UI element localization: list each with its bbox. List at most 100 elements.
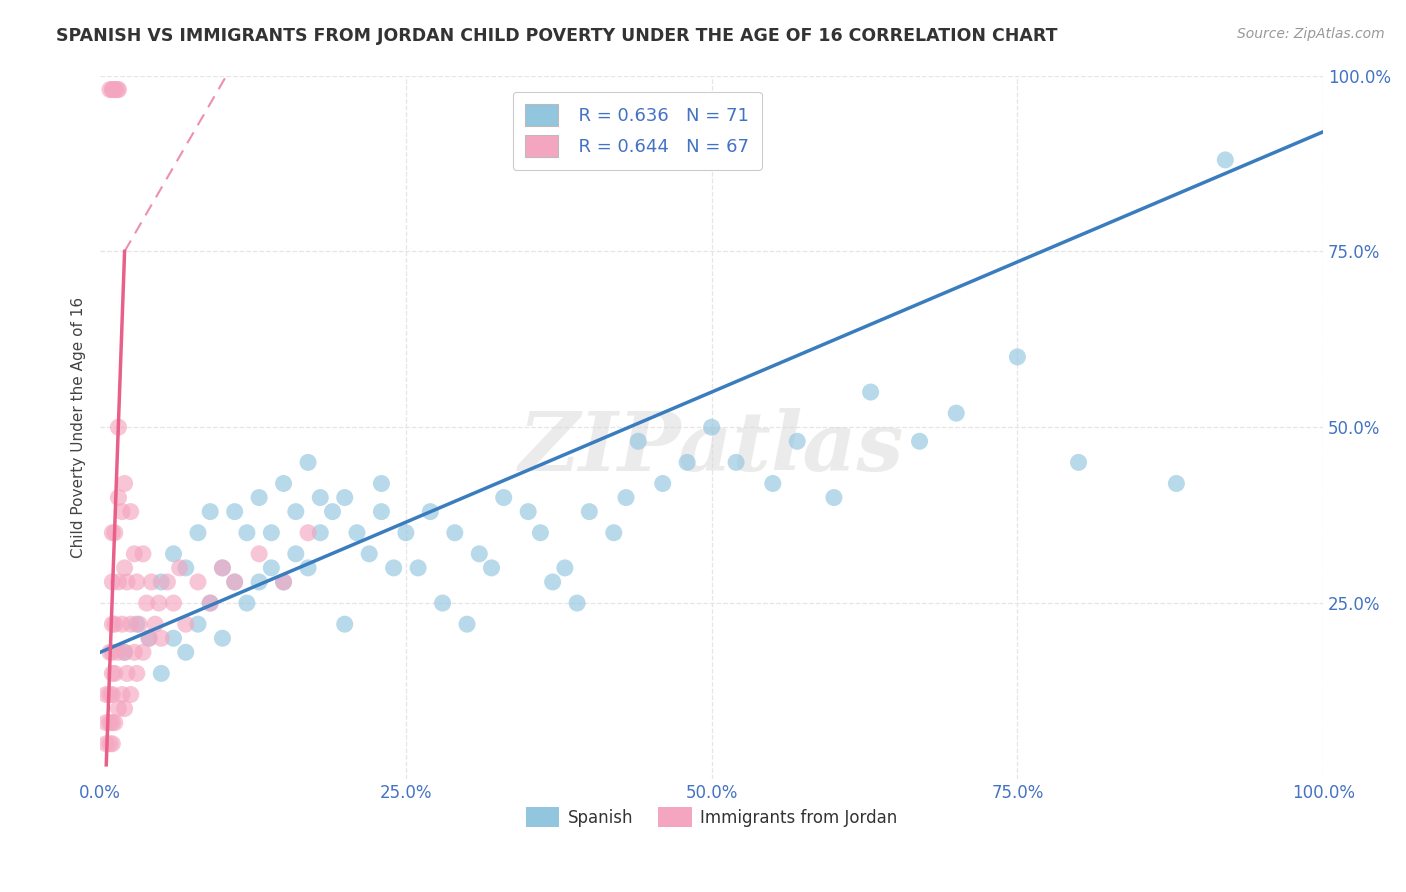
Point bbox=[247, 547, 270, 561]
Point bbox=[200, 596, 222, 610]
Point bbox=[114, 476, 136, 491]
Point bbox=[104, 82, 127, 96]
Point bbox=[200, 596, 222, 610]
Point bbox=[700, 420, 723, 434]
Point bbox=[162, 632, 184, 646]
Point bbox=[565, 596, 588, 610]
Point bbox=[200, 505, 222, 519]
Point bbox=[432, 596, 454, 610]
Point bbox=[120, 688, 142, 702]
Point bbox=[98, 737, 121, 751]
Point bbox=[104, 82, 127, 96]
Point bbox=[945, 406, 967, 420]
Point bbox=[260, 561, 283, 575]
Point bbox=[111, 505, 134, 519]
Point bbox=[786, 434, 808, 449]
Point bbox=[541, 574, 564, 589]
Point bbox=[284, 547, 307, 561]
Point bbox=[124, 645, 146, 659]
Point bbox=[273, 574, 295, 589]
Point bbox=[443, 525, 465, 540]
Point bbox=[120, 505, 142, 519]
Point bbox=[187, 574, 209, 589]
Point bbox=[125, 574, 148, 589]
Point bbox=[346, 525, 368, 540]
Point bbox=[627, 434, 650, 449]
Point bbox=[529, 525, 551, 540]
Point bbox=[115, 666, 138, 681]
Point bbox=[96, 688, 118, 702]
Point bbox=[187, 525, 209, 540]
Point bbox=[1067, 455, 1090, 469]
Point bbox=[107, 701, 129, 715]
Point bbox=[297, 525, 319, 540]
Point bbox=[309, 525, 332, 540]
Point bbox=[128, 617, 150, 632]
Legend: Spanish, Immigrants from Jordan: Spanish, Immigrants from Jordan bbox=[519, 800, 904, 834]
Point bbox=[247, 491, 270, 505]
Point bbox=[260, 525, 283, 540]
Point bbox=[481, 561, 503, 575]
Point bbox=[132, 547, 155, 561]
Point bbox=[382, 561, 405, 575]
Text: Source: ZipAtlas.com: Source: ZipAtlas.com bbox=[1237, 27, 1385, 41]
Point bbox=[1166, 476, 1188, 491]
Point bbox=[98, 645, 121, 659]
Point bbox=[468, 547, 491, 561]
Point bbox=[96, 737, 118, 751]
Point bbox=[333, 617, 356, 632]
Point bbox=[725, 455, 748, 469]
Point bbox=[406, 561, 429, 575]
Point bbox=[124, 547, 146, 561]
Point bbox=[132, 645, 155, 659]
Point bbox=[1213, 153, 1236, 167]
Point bbox=[150, 632, 173, 646]
Point bbox=[211, 632, 233, 646]
Point bbox=[143, 617, 166, 632]
Point bbox=[578, 505, 600, 519]
Point bbox=[224, 505, 246, 519]
Point bbox=[114, 701, 136, 715]
Point bbox=[603, 525, 626, 540]
Point bbox=[115, 574, 138, 589]
Point bbox=[101, 574, 124, 589]
Point bbox=[162, 547, 184, 561]
Point bbox=[333, 491, 356, 505]
Point bbox=[224, 574, 246, 589]
Text: ZIPatlas: ZIPatlas bbox=[519, 409, 904, 488]
Point bbox=[98, 715, 121, 730]
Point bbox=[135, 596, 157, 610]
Point bbox=[125, 617, 148, 632]
Point bbox=[150, 574, 173, 589]
Point bbox=[114, 645, 136, 659]
Point bbox=[174, 645, 197, 659]
Point bbox=[1007, 350, 1029, 364]
Point bbox=[273, 574, 295, 589]
Point bbox=[101, 645, 124, 659]
Point bbox=[359, 547, 381, 561]
Y-axis label: Child Poverty Under the Age of 16: Child Poverty Under the Age of 16 bbox=[72, 297, 86, 558]
Point bbox=[156, 574, 179, 589]
Point bbox=[101, 715, 124, 730]
Point bbox=[169, 561, 191, 575]
Point bbox=[107, 574, 129, 589]
Point bbox=[101, 617, 124, 632]
Point bbox=[273, 476, 295, 491]
Point bbox=[104, 617, 127, 632]
Point bbox=[98, 688, 121, 702]
Point bbox=[762, 476, 785, 491]
Point bbox=[395, 525, 418, 540]
Point bbox=[297, 455, 319, 469]
Point bbox=[101, 525, 124, 540]
Point bbox=[141, 574, 163, 589]
Point bbox=[370, 505, 392, 519]
Point bbox=[676, 455, 699, 469]
Point bbox=[101, 688, 124, 702]
Point bbox=[138, 632, 160, 646]
Point bbox=[517, 505, 540, 519]
Point bbox=[297, 561, 319, 575]
Point bbox=[247, 574, 270, 589]
Point bbox=[150, 666, 173, 681]
Point bbox=[651, 476, 673, 491]
Point bbox=[104, 666, 127, 681]
